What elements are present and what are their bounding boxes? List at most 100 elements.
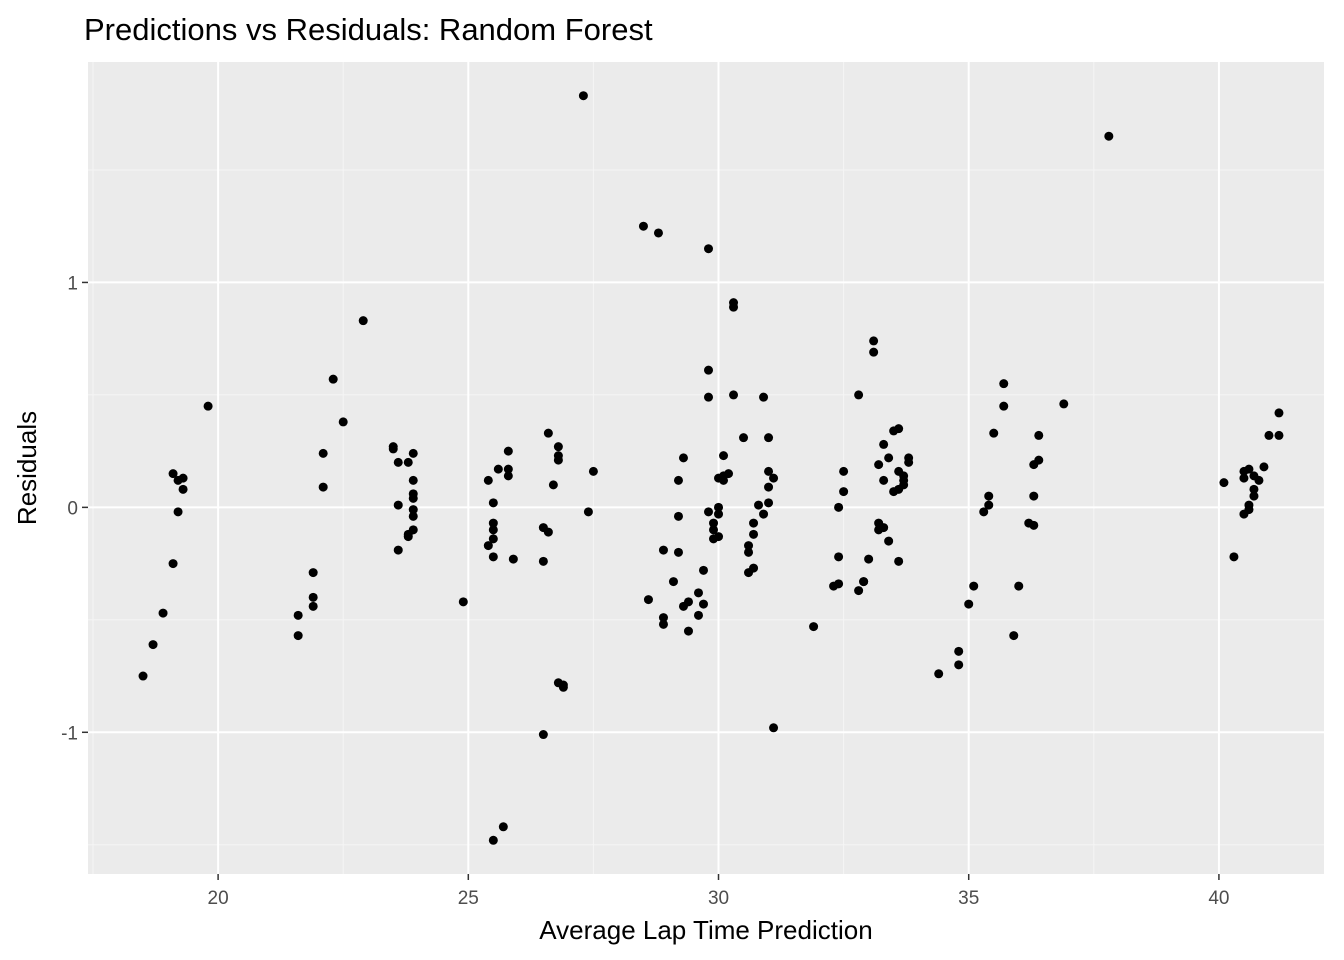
data-point bbox=[839, 487, 849, 497]
data-point bbox=[548, 480, 558, 490]
data-point bbox=[508, 554, 518, 564]
y-tick-label: 1 bbox=[67, 273, 78, 294]
data-point bbox=[879, 439, 889, 449]
y-tick-label: 0 bbox=[67, 498, 78, 519]
data-point bbox=[683, 626, 693, 636]
data-point bbox=[488, 498, 498, 508]
data-point bbox=[498, 822, 508, 832]
data-point bbox=[308, 568, 318, 578]
data-point bbox=[1034, 455, 1044, 465]
data-point bbox=[934, 669, 944, 679]
data-point bbox=[408, 511, 418, 521]
data-point bbox=[408, 525, 418, 535]
data-point bbox=[308, 592, 318, 602]
data-point bbox=[583, 507, 593, 517]
data-point bbox=[638, 221, 648, 231]
x-tick-label: 20 bbox=[208, 888, 229, 909]
data-point bbox=[318, 482, 328, 492]
data-point bbox=[293, 610, 303, 620]
data-point bbox=[854, 390, 864, 400]
data-point bbox=[769, 723, 779, 733]
data-point bbox=[969, 581, 979, 591]
minor-gridlines bbox=[88, 62, 1324, 874]
data-point bbox=[698, 565, 708, 575]
data-point bbox=[1009, 631, 1019, 641]
data-point bbox=[1104, 131, 1114, 141]
data-point bbox=[999, 379, 1009, 389]
data-point bbox=[483, 475, 493, 485]
x-tick-label: 40 bbox=[1208, 888, 1229, 909]
data-point bbox=[488, 835, 498, 845]
data-point bbox=[894, 424, 904, 434]
data-point bbox=[714, 509, 724, 519]
data-point bbox=[954, 646, 964, 656]
data-point bbox=[538, 730, 548, 740]
x-tick-label: 30 bbox=[708, 888, 729, 909]
data-point bbox=[754, 500, 764, 510]
data-point bbox=[964, 599, 974, 609]
data-point bbox=[839, 466, 849, 476]
data-point bbox=[874, 460, 884, 470]
data-point bbox=[483, 541, 493, 551]
data-point bbox=[173, 507, 183, 517]
data-point bbox=[1029, 491, 1039, 501]
data-point bbox=[704, 365, 714, 375]
data-point bbox=[749, 529, 759, 539]
data-point bbox=[1029, 520, 1039, 530]
data-point bbox=[704, 507, 714, 517]
data-point bbox=[724, 469, 734, 479]
data-point bbox=[673, 475, 683, 485]
data-point bbox=[393, 545, 403, 555]
data-point bbox=[714, 502, 724, 512]
data-point bbox=[1274, 408, 1284, 418]
data-point bbox=[989, 428, 999, 438]
y-tick-label: -1 bbox=[61, 723, 78, 744]
data-point bbox=[864, 554, 874, 564]
data-point bbox=[673, 547, 683, 557]
data-point bbox=[678, 453, 688, 463]
data-point bbox=[328, 374, 338, 384]
data-point bbox=[1239, 473, 1249, 483]
data-point bbox=[488, 534, 498, 544]
data-point bbox=[308, 601, 318, 611]
data-point bbox=[408, 475, 418, 485]
data-point bbox=[393, 457, 403, 467]
data-point bbox=[739, 433, 749, 443]
data-point bbox=[984, 491, 994, 501]
data-point bbox=[558, 680, 568, 690]
data-point bbox=[884, 453, 894, 463]
data-point bbox=[543, 527, 553, 537]
data-point bbox=[834, 502, 844, 512]
data-point bbox=[894, 556, 904, 566]
data-point bbox=[578, 91, 588, 101]
data-point bbox=[658, 619, 668, 629]
data-point bbox=[899, 480, 909, 490]
data-point bbox=[999, 401, 1009, 411]
data-point bbox=[764, 498, 774, 508]
data-point bbox=[749, 563, 759, 573]
data-point bbox=[138, 671, 148, 681]
data-point bbox=[553, 442, 563, 452]
data-point bbox=[293, 631, 303, 641]
chart-title: Predictions vs Residuals: Random Forest bbox=[84, 12, 653, 47]
data-point bbox=[318, 448, 328, 458]
data-point bbox=[834, 552, 844, 562]
data-point bbox=[764, 482, 774, 492]
data-point bbox=[869, 347, 879, 357]
data-point bbox=[984, 500, 994, 510]
data-point bbox=[899, 471, 909, 481]
data-point bbox=[714, 532, 724, 542]
y-axis: -1 0 1 bbox=[61, 273, 88, 744]
data-point bbox=[854, 586, 864, 596]
data-point bbox=[658, 613, 668, 623]
data-point bbox=[749, 518, 759, 528]
data-point bbox=[543, 428, 553, 438]
data-point bbox=[178, 473, 188, 483]
data-point bbox=[1219, 478, 1229, 488]
data-point bbox=[1059, 399, 1069, 409]
x-axis: 20 25 30 35 40 bbox=[208, 874, 1229, 909]
data-point bbox=[178, 484, 188, 494]
data-point bbox=[704, 392, 714, 402]
data-point bbox=[834, 579, 844, 589]
